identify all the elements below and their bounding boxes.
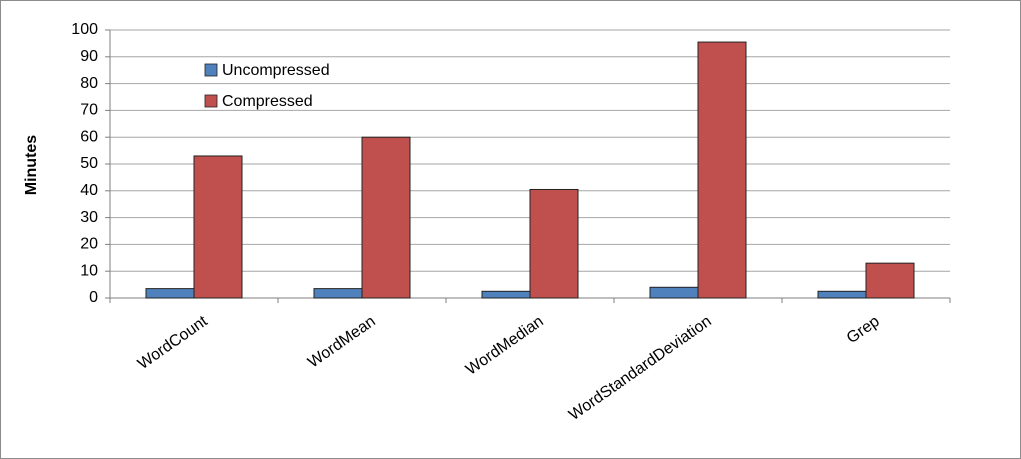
y-tick-label: 80 [80, 75, 98, 92]
legend-swatch [204, 63, 218, 77]
legend-swatch [204, 94, 218, 108]
legend-label: Uncompressed [222, 62, 330, 79]
y-tick-label: 50 [80, 155, 98, 172]
bar [697, 41, 747, 299]
bar [193, 155, 243, 299]
bar [865, 262, 915, 299]
bar [529, 188, 579, 299]
y-tick-label: 60 [80, 128, 98, 145]
y-tick-label: 100 [71, 21, 98, 38]
bar [481, 290, 531, 299]
y-tick-label: 0 [89, 289, 98, 306]
y-tick-label: 10 [80, 262, 98, 279]
bar [313, 288, 363, 299]
bar [649, 286, 699, 299]
y-tick-label: 20 [80, 236, 98, 253]
bar [817, 290, 867, 299]
legend-label: Compressed [222, 93, 313, 110]
bar [145, 288, 195, 299]
y-tick-label: 30 [80, 209, 98, 226]
y-tick-label: 90 [80, 48, 98, 65]
y-tick-label: 70 [80, 102, 98, 119]
y-tick-label: 40 [80, 182, 98, 199]
y-axis-label: Minutes [23, 135, 40, 196]
bar [361, 136, 411, 299]
